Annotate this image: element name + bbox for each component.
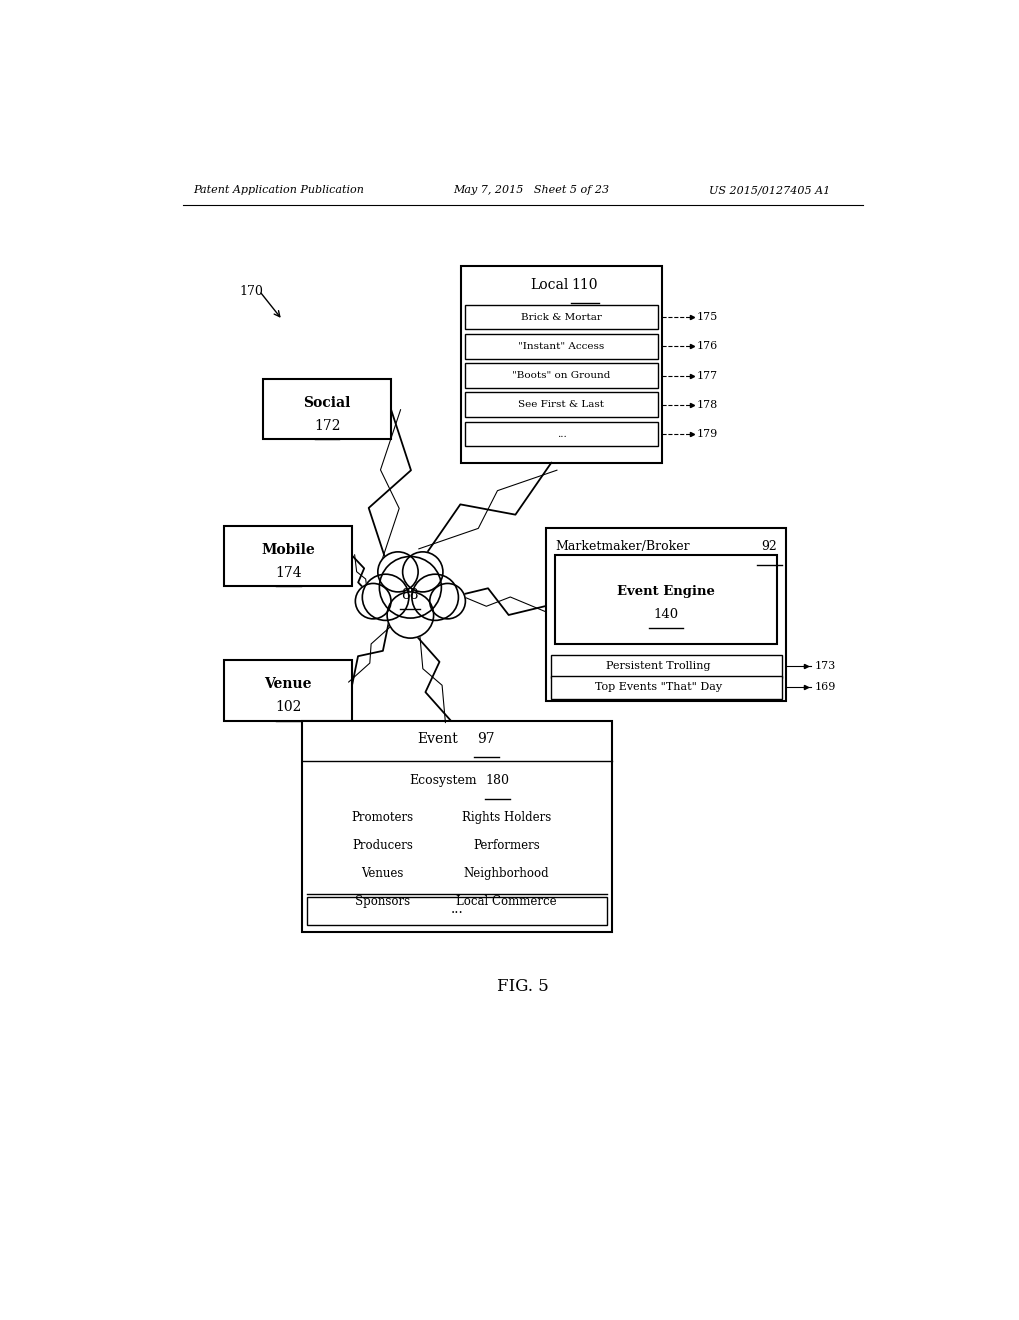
Text: Mobile: Mobile xyxy=(261,543,315,557)
Circle shape xyxy=(412,574,458,620)
Text: US 2015/0127405 A1: US 2015/0127405 A1 xyxy=(708,185,829,195)
Text: Event: Event xyxy=(417,733,458,746)
Text: 102: 102 xyxy=(275,701,302,714)
FancyBboxPatch shape xyxy=(465,363,657,388)
Text: ...: ... xyxy=(556,429,566,438)
Text: 177: 177 xyxy=(696,371,717,380)
FancyBboxPatch shape xyxy=(307,896,606,924)
FancyBboxPatch shape xyxy=(550,676,781,700)
Text: Local Commerce: Local Commerce xyxy=(455,895,556,908)
Text: Sponsors: Sponsors xyxy=(355,895,410,908)
Text: ...: ... xyxy=(450,902,463,916)
FancyBboxPatch shape xyxy=(465,305,657,330)
Text: Promoters: Promoters xyxy=(352,812,413,825)
FancyBboxPatch shape xyxy=(545,528,786,701)
Text: Ecosystem: Ecosystem xyxy=(409,775,476,788)
Circle shape xyxy=(387,591,433,638)
Text: 179: 179 xyxy=(696,429,717,440)
Text: 176: 176 xyxy=(696,342,717,351)
Text: "Boots" on Ground: "Boots" on Ground xyxy=(512,371,610,380)
Text: 173: 173 xyxy=(814,661,836,671)
Text: Top Events "That" Day: Top Events "That" Day xyxy=(594,681,721,692)
Text: Venues: Venues xyxy=(361,867,404,880)
FancyBboxPatch shape xyxy=(465,334,657,359)
Circle shape xyxy=(377,552,418,591)
FancyBboxPatch shape xyxy=(461,267,661,462)
Text: FIG. 5: FIG. 5 xyxy=(496,978,548,995)
Circle shape xyxy=(429,583,465,619)
Text: 172: 172 xyxy=(314,420,340,433)
Text: Persistent Trolling: Persistent Trolling xyxy=(605,661,710,671)
Text: Performers: Performers xyxy=(473,840,539,853)
Circle shape xyxy=(355,583,390,619)
Text: 169: 169 xyxy=(814,681,836,692)
Text: Local: Local xyxy=(530,277,569,292)
Text: Patent Application Publication: Patent Application Publication xyxy=(194,185,364,195)
Text: 140: 140 xyxy=(653,609,678,622)
FancyBboxPatch shape xyxy=(554,554,776,644)
Text: 180: 180 xyxy=(485,775,508,788)
Text: 174: 174 xyxy=(275,566,302,579)
Text: Social: Social xyxy=(303,396,351,411)
FancyBboxPatch shape xyxy=(224,525,352,586)
Text: Rights Holders: Rights Holders xyxy=(462,812,550,825)
FancyBboxPatch shape xyxy=(465,422,657,446)
Text: Venue: Venue xyxy=(264,677,312,692)
Text: 92: 92 xyxy=(760,540,776,553)
Text: Neighborhood: Neighborhood xyxy=(464,867,549,880)
Text: 175: 175 xyxy=(696,312,717,322)
Text: 88: 88 xyxy=(401,587,419,602)
Text: 170: 170 xyxy=(239,285,264,298)
Text: May 7, 2015   Sheet 5 of 23: May 7, 2015 Sheet 5 of 23 xyxy=(452,185,608,195)
Text: Marketmaker/Broker: Marketmaker/Broker xyxy=(554,540,689,553)
Circle shape xyxy=(379,557,441,618)
Circle shape xyxy=(403,552,442,591)
Text: Producers: Producers xyxy=(352,840,413,853)
Text: Event Engine: Event Engine xyxy=(616,585,714,598)
Text: 110: 110 xyxy=(571,277,597,292)
FancyBboxPatch shape xyxy=(465,392,657,417)
FancyBboxPatch shape xyxy=(302,721,611,932)
Text: "Instant" Access: "Instant" Access xyxy=(518,342,604,351)
Text: See First & Last: See First & Last xyxy=(518,400,604,409)
Circle shape xyxy=(362,574,409,620)
FancyBboxPatch shape xyxy=(550,655,781,678)
Text: Brick & Mortar: Brick & Mortar xyxy=(521,313,601,322)
Text: 97: 97 xyxy=(477,733,494,746)
FancyBboxPatch shape xyxy=(263,379,390,440)
Text: 178: 178 xyxy=(696,400,717,409)
FancyBboxPatch shape xyxy=(224,660,352,721)
